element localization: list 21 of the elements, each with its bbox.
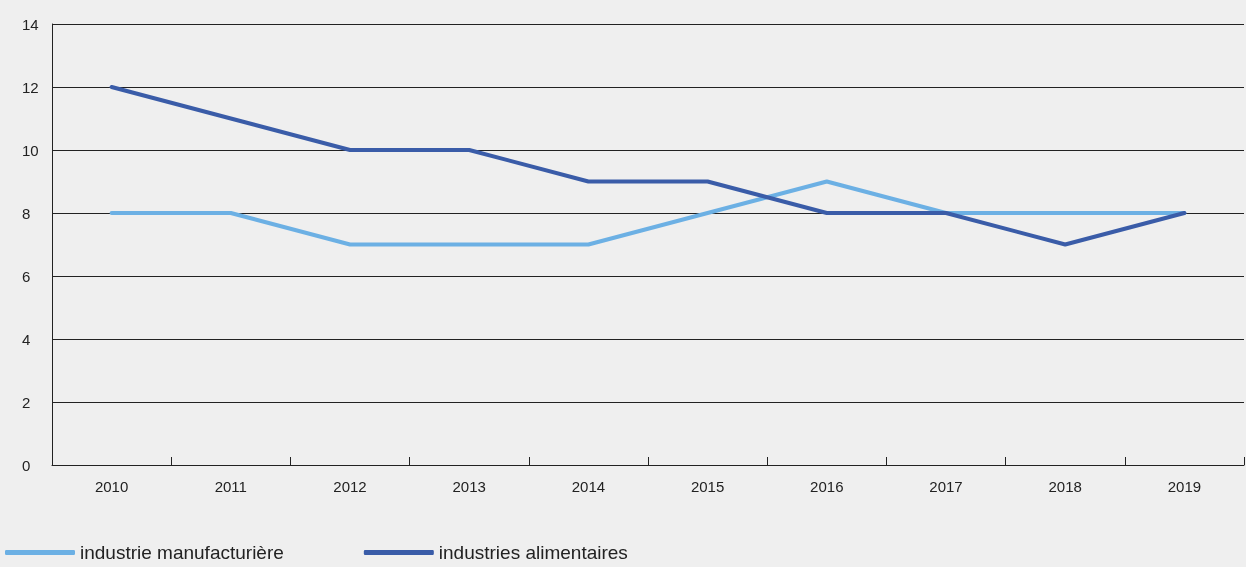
y-tick-label: 6 <box>22 267 31 285</box>
x-tick-label: 2015 <box>690 478 725 495</box>
line-series <box>109 85 1187 247</box>
y-tick-label: 0 <box>22 456 31 474</box>
y-tick-label: 14 <box>22 15 39 33</box>
x-tick-label: 2013 <box>452 478 486 495</box>
y-tick-label: 12 <box>22 78 39 96</box>
x-tick-label: 2014 <box>571 478 606 495</box>
y-tick-label: 8 <box>22 204 31 222</box>
x-tick-label: 2011 <box>214 478 247 495</box>
y-tick-label: 2 <box>22 393 31 411</box>
legend-label: industrie manufacturière <box>80 542 284 563</box>
x-tick-label: 2012 <box>333 478 367 495</box>
legend-label: industries alimentaires <box>438 542 628 563</box>
x-tick-label: 2019 <box>1167 478 1202 495</box>
x-tick-label: 2018 <box>1048 478 1082 495</box>
y-tick-label: 10 <box>22 141 39 159</box>
y-tick-label: 4 <box>22 330 31 348</box>
x-tick-label: 2016 <box>810 478 844 495</box>
x-tick-label: 2017 <box>929 478 963 495</box>
x-tick-label: 2010 <box>94 478 129 495</box>
